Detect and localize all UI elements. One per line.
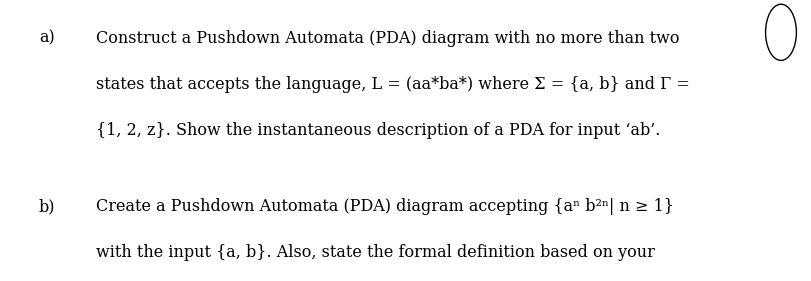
Text: with the input {a, b}. Also, state the formal definition based on your: with the input {a, b}. Also, state the f…	[96, 244, 654, 261]
Text: Construct a Pushdown Automata (PDA) diagram with no more than two: Construct a Pushdown Automata (PDA) diag…	[96, 30, 679, 46]
Text: b): b)	[39, 198, 55, 215]
Text: {1, 2, z}. Show the instantaneous description of a PDA for input ‘ab’.: {1, 2, z}. Show the instantaneous descri…	[96, 122, 660, 139]
Text: states that accepts the language, L = (aa*ba*) where Σ = {a, b} and Γ =: states that accepts the language, L = (a…	[96, 76, 689, 93]
Text: a): a)	[39, 30, 54, 46]
Text: Create a Pushdown Automata (PDA) diagram accepting {aⁿ b²ⁿ| n ≥ 1}: Create a Pushdown Automata (PDA) diagram…	[96, 198, 674, 215]
